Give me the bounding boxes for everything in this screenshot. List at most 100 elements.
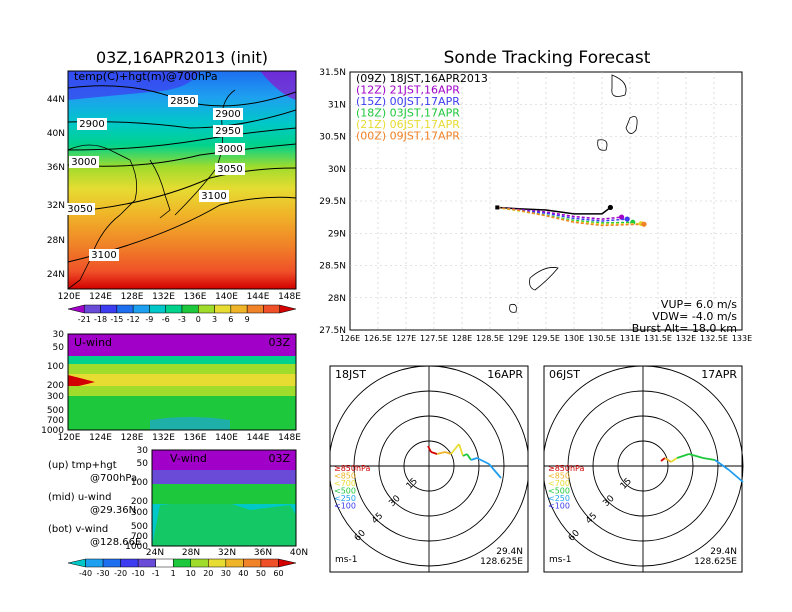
uwind-p-tick: 500: [47, 406, 64, 416]
colorbar-label: 50: [256, 569, 266, 578]
vwind-lat-tick: 28N: [182, 548, 200, 558]
hodograph-trace: [444, 451, 452, 455]
hodograph-lon: 128.625E: [694, 557, 737, 567]
hodograph-legend-entry: <250: [548, 494, 570, 503]
vwind-p-tick: 200: [131, 497, 148, 507]
run-legend-entry: (09Z) 18JST,16APR2013: [356, 72, 488, 85]
hodograph-trace: [466, 453, 472, 461]
uwind-p-tick: 100: [47, 362, 64, 372]
contour-label: 3050: [67, 204, 92, 215]
hodograph-trace: [476, 457, 490, 465]
colorbar-label: 6: [228, 315, 233, 324]
hodograph-trace: [702, 457, 716, 461]
contour-labels: 2850 2900 2900 2950 3000 3000 3050 3050 3100 3100: [65, 95, 245, 261]
colorbar-swatch: [165, 304, 183, 314]
contour-label-bg: [213, 125, 243, 137]
uwind-p-tick: 300: [47, 392, 64, 402]
track-lat-tick: 30.5N: [319, 133, 346, 143]
contour-label-bg: [213, 108, 243, 120]
uwind-lon-tick: 148E: [278, 433, 301, 443]
track-lon-tick: 132E: [676, 334, 696, 343]
run-legend: (09Z) 18JST,16APR2013(12Z) 21JST,16APR(1…: [356, 72, 488, 143]
map-lat-tick: 44N: [47, 95, 65, 105]
run-legend-entry: (12Z) 21JST,16APR: [356, 84, 460, 97]
colorbar-swatch: [100, 304, 118, 314]
colorbar-swatch: [149, 304, 166, 314]
contour-label: 3000: [217, 144, 242, 155]
track-lon-tick: 130E: [564, 334, 584, 343]
hodograph-trace: [436, 451, 446, 455]
tracking-map: 31.5N 31N 30.5N 30N 29.5N 29N 28.5N 28N 27.5N 12…: [319, 68, 752, 343]
hodograph-date: 17APR: [701, 368, 737, 381]
vwind-p-tick: 30: [137, 446, 149, 456]
colorbar-label: 20: [203, 569, 213, 578]
hodograph-trace: [462, 453, 468, 457]
map-lon-tick: 132E: [152, 292, 175, 302]
vwind-lat-ticks: 24N 28N 32N 36N 40N: [146, 548, 308, 558]
contour-3050: [68, 167, 296, 213]
track-lon-tick: 129E: [508, 334, 528, 343]
right-title: Sonde Tracking Forecast: [444, 48, 651, 68]
cold-pool-ne: [260, 71, 296, 100]
track-lat-tick: 29N: [328, 229, 346, 239]
map-lat-tick: 40N: [47, 129, 65, 139]
uwind-lon-tick: 124E: [89, 433, 112, 443]
uwind-lon-tick: 132E: [152, 433, 175, 443]
hodograph-trace: [714, 459, 730, 471]
track-lon-tick: 132.5E: [700, 334, 728, 343]
vwind-time: 03Z: [268, 452, 290, 465]
colorbar-swatch: [120, 558, 139, 568]
colorbar-label: -30: [97, 569, 110, 578]
hodograph-legend-entry: <100: [548, 502, 570, 511]
vwind-lat-tick: 36N: [254, 548, 272, 558]
hodograph-trace: [470, 457, 478, 461]
uwind-band-3: [68, 386, 296, 396]
map-lon-tick: 136E: [184, 292, 207, 302]
colorbar-swatch: [102, 558, 121, 568]
hodograph-lat: 29.4N: [710, 547, 737, 557]
vwind-lat-tick: 32N: [218, 548, 236, 558]
contour-label-bg: [77, 118, 107, 130]
track-landing-point: [624, 216, 630, 222]
hodograph-legend-entry: ≥850hPa: [334, 464, 371, 473]
run-legend-entry: (00Z) 09JST,17APR: [356, 130, 460, 143]
vwind-lat-tick: 24N: [146, 548, 164, 558]
map-frame: [67, 70, 297, 290]
hodograph-trace: [676, 453, 690, 459]
contour-label-bg: [69, 156, 99, 168]
colorbar-swatch: [137, 558, 156, 568]
temperature-map: temp(C)+hgt(m)@700hPa 2850 2900 2900 2950 30…: [47, 70, 301, 302]
hodograph-legend-entry: <700: [334, 479, 356, 488]
contour-label-bg: [215, 143, 245, 155]
hodograph-trace: [450, 443, 460, 455]
map-lat-ticks: 44N 40N 36N 32N 28N 24N: [47, 95, 65, 280]
track-landing-point: [619, 214, 625, 220]
island-north: [611, 74, 627, 97]
colorbar-swatch: [279, 304, 297, 314]
colorbar-swatch: [172, 558, 192, 568]
track-lat-tick: 28.5N: [319, 262, 346, 272]
map-lon-tick: 144E: [247, 292, 270, 302]
colorbar-swatch: [67, 304, 85, 314]
uwind-lon-tick: 140E: [215, 433, 238, 443]
track-lat-tick: 31.5N: [319, 68, 346, 78]
hodograph-legend-entry: ≥850hPa: [548, 464, 585, 473]
hodograph-time: 06JST: [549, 368, 580, 381]
vwind-p-tick: 700: [131, 532, 148, 542]
hodograph-unit: ms-1: [549, 555, 571, 565]
uwind-p-tick: 30: [53, 330, 65, 340]
colorbar-label: -6: [162, 315, 170, 324]
uwind-p-tick: 50: [53, 343, 65, 353]
hodograph-trace: [488, 463, 502, 479]
map-field-label: temp(C)+hgt(m)@700hPa: [74, 70, 218, 83]
track-lon-tick: 129.5E: [532, 334, 560, 343]
map-lat-tick: 32N: [47, 201, 65, 211]
map-lon-tick: 120E: [58, 292, 81, 302]
hodograph-legend-entry: <700: [548, 479, 570, 488]
colorbar-label: -20: [114, 569, 127, 578]
colorbar-swatch: [181, 304, 199, 314]
island-tokunoshima: [509, 303, 517, 313]
colorbar-label: -40: [79, 569, 92, 578]
